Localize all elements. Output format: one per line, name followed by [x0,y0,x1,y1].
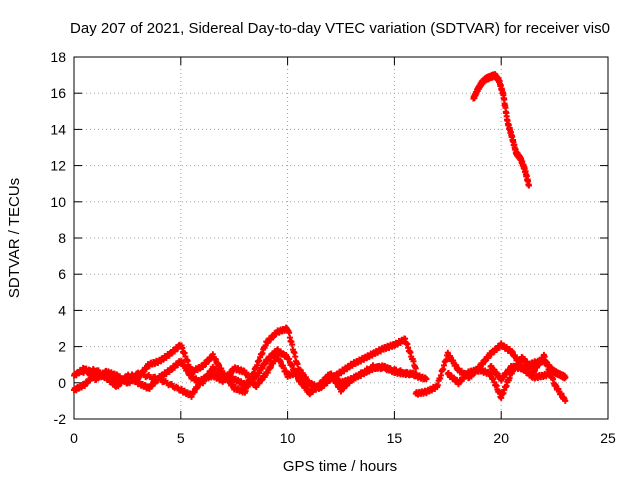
x-tick-label: 25 [600,430,616,446]
data-point [525,182,532,189]
y-tick-label: 2 [58,339,66,355]
grid [74,57,608,419]
data-point [423,376,430,383]
chart-title: Day 207 of 2021, Sidereal Day-to-day VTE… [70,20,610,37]
series-track-high [470,71,532,189]
y-tick-label: -2 [54,411,67,427]
x-axis-label: GPS time / hours [283,458,397,475]
y-tick-labels: -2 0 2 4 6 8 10 12 14 16 18 [50,49,66,427]
x-tick-labels: 0 5 10 15 20 25 [70,430,616,446]
series-track-f [487,362,569,384]
data-point [562,374,569,381]
series-track-c [77,352,430,400]
data-point [289,341,296,348]
y-tick-label: 16 [50,85,66,101]
y-tick-label: 18 [50,49,66,65]
y-axis-label: SDTVAR / TECUs [6,178,23,298]
y-tick-label: 10 [50,194,66,210]
x-tick-label: 15 [387,430,403,446]
y-tick-label: 6 [58,266,66,282]
y-tick-label: 12 [50,158,66,174]
x-tick-label: 0 [70,430,78,446]
x-tick-label: 20 [493,430,509,446]
y-tick-label: 0 [58,375,66,391]
data-point [356,372,363,379]
tick-marks [73,56,609,420]
x-tick-label: 10 [280,430,296,446]
x-tick-label: 5 [177,430,185,446]
data-point [412,365,419,372]
series-track-e [444,351,569,404]
y-tick-label: 14 [50,121,66,137]
y-tick-label: 4 [58,302,66,318]
data-points [71,71,569,404]
y-tick-label: 8 [58,230,66,246]
data-point [562,397,569,404]
